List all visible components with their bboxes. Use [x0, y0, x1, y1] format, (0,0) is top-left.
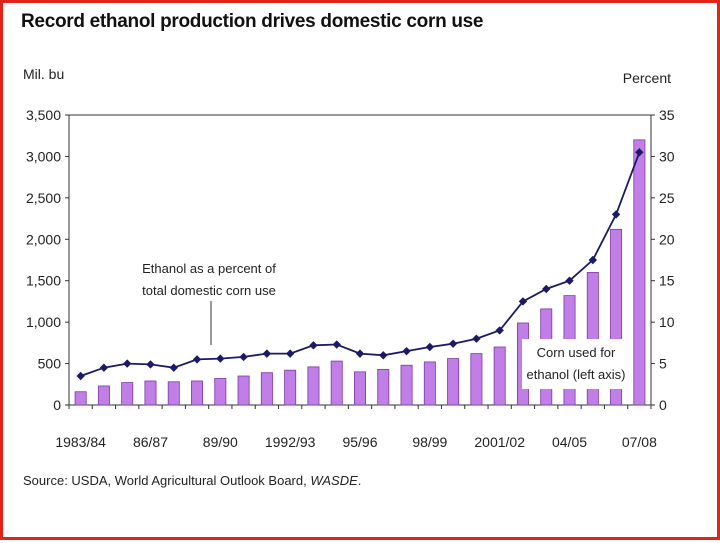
left-axis-unit: Mil. bu — [23, 66, 64, 82]
right-tick-label: 20 — [659, 231, 675, 247]
line-point — [402, 346, 411, 356]
line-point — [495, 326, 504, 335]
annotation-bar-label: ethanol (left axis) — [527, 367, 626, 382]
x-tick-label: 89/90 — [203, 434, 238, 450]
line-point — [99, 363, 109, 372]
source-suffix: . — [357, 473, 362, 488]
line-point — [123, 359, 132, 368]
left-tick-label: 2,000 — [26, 231, 61, 247]
line-point — [169, 363, 178, 372]
line-point — [285, 349, 295, 358]
line-point — [425, 342, 435, 352]
line-point — [262, 349, 272, 358]
line-point — [518, 297, 528, 306]
bar — [74, 391, 87, 406]
annotation-line-label: total domestic corn use — [142, 283, 276, 298]
bar — [610, 228, 623, 406]
right-tick-label: 15 — [659, 273, 675, 289]
x-tick-label: 2001/02 — [474, 434, 525, 450]
line-point — [192, 355, 202, 364]
line-point — [216, 354, 225, 363]
left-tick-label: 1,000 — [26, 314, 61, 330]
bar — [307, 366, 320, 406]
bar — [167, 381, 180, 406]
right-tick-label: 10 — [659, 314, 675, 330]
line-point — [611, 210, 621, 219]
line-point — [472, 334, 481, 343]
left-tick-label: 1,500 — [26, 273, 61, 289]
annotation-line-label: Ethanol as a percent of — [142, 261, 276, 276]
left-tick-label: 500 — [38, 356, 62, 372]
line-point — [565, 276, 574, 285]
bar — [447, 358, 460, 406]
x-tick-label: 1983/84 — [55, 434, 106, 450]
annotation-bar-label: Corn used for — [537, 345, 616, 360]
bar — [260, 372, 273, 406]
source-note: Source: USDA, World Agricultural Outlook… — [23, 473, 361, 488]
right-tick-label: 35 — [659, 107, 675, 123]
x-tick-label: 07/08 — [622, 434, 657, 450]
bar — [214, 378, 227, 406]
bar — [144, 380, 157, 406]
bar — [97, 385, 110, 406]
bar — [377, 368, 390, 406]
bar — [423, 361, 436, 406]
line-point — [76, 371, 85, 381]
bar — [493, 346, 506, 406]
bar — [191, 380, 204, 406]
left-tick-label: 0 — [53, 397, 61, 413]
line-point — [448, 339, 458, 348]
right-tick-label: 30 — [659, 148, 675, 164]
left-tick-label: 3,500 — [26, 107, 61, 123]
left-tick-label: 2,500 — [26, 190, 61, 206]
line-point — [332, 340, 341, 349]
bar — [470, 353, 483, 406]
x-tick-label: 95/96 — [342, 434, 377, 450]
line-point — [379, 351, 388, 360]
x-tick-label: 86/87 — [133, 434, 168, 450]
line-point — [635, 148, 644, 157]
bar — [633, 139, 646, 406]
line-point — [239, 352, 248, 362]
line-point — [588, 255, 597, 265]
annotation-bar-box — [522, 339, 630, 389]
bar — [354, 371, 366, 406]
right-tick-label: 0 — [659, 397, 667, 413]
x-tick-label: 98/99 — [412, 434, 447, 450]
line-point — [146, 360, 155, 369]
chart: Mil. bu Percent 0 500 1,000 1,500 2,000 2,500 3,… — [23, 66, 675, 450]
line-point — [542, 284, 551, 294]
bar — [284, 369, 297, 406]
bar — [121, 382, 134, 406]
right-tick-label: 5 — [659, 356, 667, 372]
left-tick-label: 3,000 — [26, 148, 61, 164]
line-point — [355, 349, 365, 358]
x-tick-label: 04/05 — [552, 434, 587, 450]
bar — [330, 360, 343, 406]
bar — [400, 364, 413, 406]
source-prefix: Source: USDA, World Agricultural Outlook… — [23, 473, 311, 488]
right-axis-unit: Percent — [623, 70, 671, 86]
chart-title: Record ethanol production drives domesti… — [21, 11, 484, 32]
bar — [237, 375, 250, 406]
bar — [586, 272, 599, 406]
right-tick-label: 25 — [659, 190, 675, 206]
x-tick-label: 1992/93 — [265, 434, 316, 450]
line-point — [309, 341, 318, 350]
source-italic: WASDE — [310, 473, 358, 488]
